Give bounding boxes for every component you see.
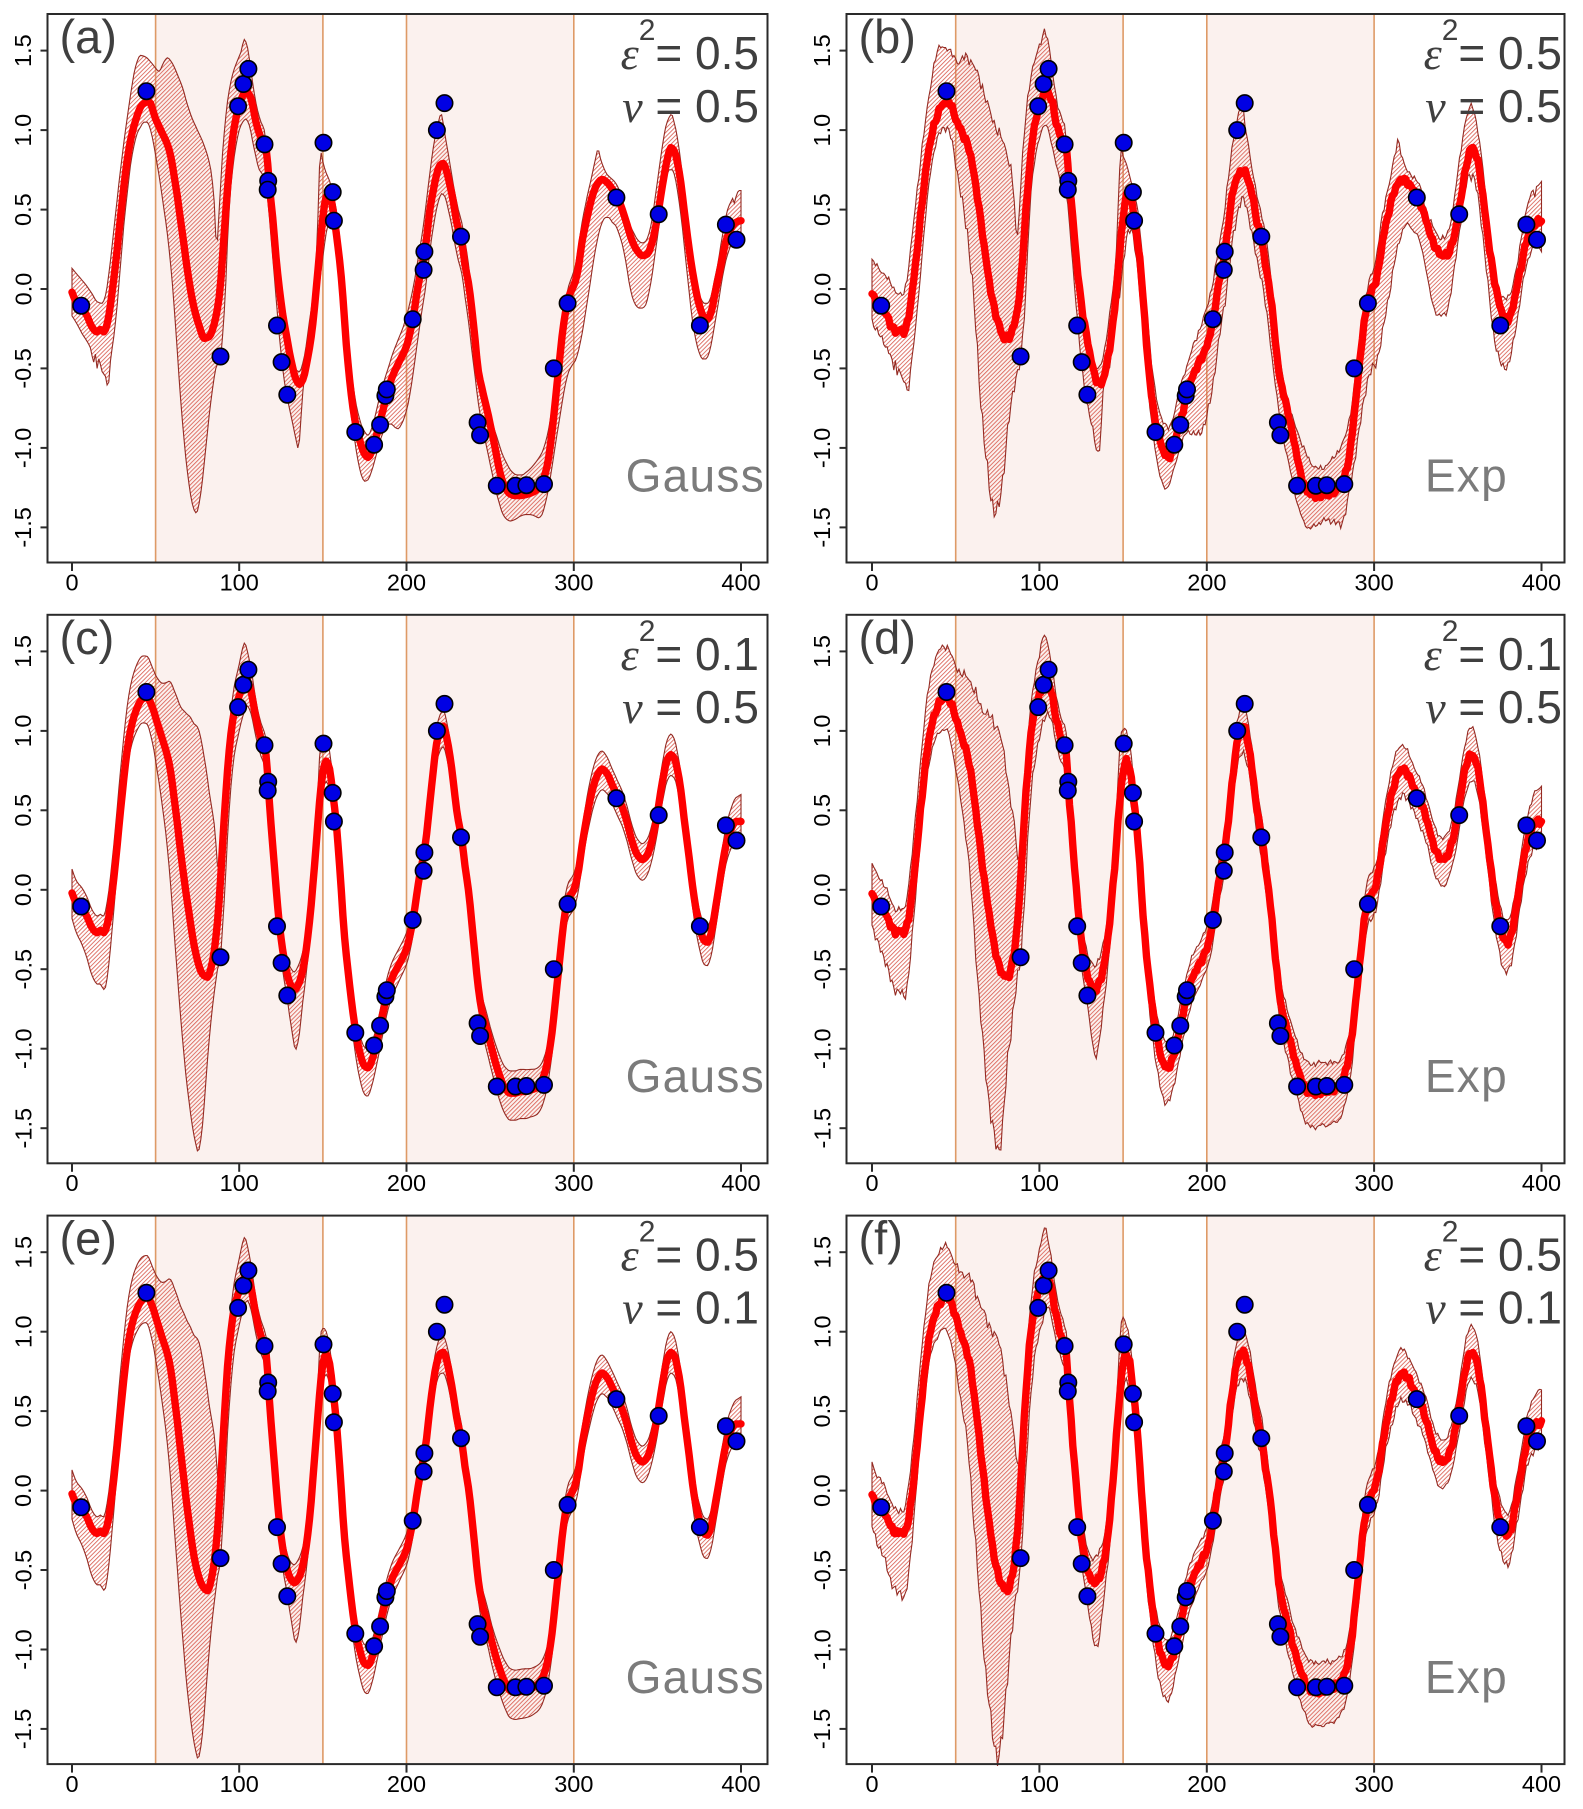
svg-text:300: 300 <box>554 1771 593 1797</box>
svg-text:Exp: Exp <box>1425 1050 1508 1102</box>
svg-text:1.0: 1.0 <box>10 1315 36 1348</box>
svg-text:1.0: 1.0 <box>809 114 835 147</box>
svg-text:Gauss: Gauss <box>626 1050 765 1102</box>
svg-text:-1.5: -1.5 <box>809 1709 835 1750</box>
svg-text:0.0: 0.0 <box>10 273 36 306</box>
svg-text:0.0: 0.0 <box>809 273 835 306</box>
svg-text:ν = 0.1: ν = 0.1 <box>622 1282 759 1334</box>
svg-text:-0.5: -0.5 <box>809 949 835 990</box>
svg-text:0: 0 <box>865 569 878 595</box>
svg-text:ε2= 0.5: ε2= 0.5 <box>1424 1216 1562 1281</box>
svg-text:0.5: 0.5 <box>809 1395 835 1428</box>
svg-text:Exp: Exp <box>1425 1651 1508 1703</box>
svg-text:-0.5: -0.5 <box>10 348 36 389</box>
svg-text:200: 200 <box>1187 1771 1226 1797</box>
svg-text:0.5: 0.5 <box>10 1395 36 1428</box>
svg-text:0.0: 0.0 <box>809 873 835 906</box>
svg-text:ε2= 0.1: ε2= 0.1 <box>1424 615 1562 680</box>
svg-text:100: 100 <box>1020 1771 1059 1797</box>
svg-text:ν = 0.5: ν = 0.5 <box>1425 681 1562 733</box>
svg-text:1.0: 1.0 <box>10 715 36 748</box>
svg-text:1.5: 1.5 <box>809 1236 835 1269</box>
svg-text:-1.5: -1.5 <box>10 1108 36 1149</box>
svg-text:-0.5: -0.5 <box>10 1550 36 1591</box>
svg-text:300: 300 <box>1354 1771 1393 1797</box>
svg-text:400: 400 <box>1522 569 1561 595</box>
svg-text:400: 400 <box>1522 1170 1561 1196</box>
svg-text:ν = 0.5: ν = 0.5 <box>622 681 759 733</box>
svg-text:-0.5: -0.5 <box>10 949 36 990</box>
svg-text:300: 300 <box>554 1170 593 1196</box>
svg-text:Gauss: Gauss <box>626 1651 765 1703</box>
svg-text:Gauss: Gauss <box>626 449 765 501</box>
svg-text:400: 400 <box>721 1170 760 1196</box>
svg-text:1.5: 1.5 <box>10 1236 36 1269</box>
svg-text:100: 100 <box>1020 1170 1059 1196</box>
svg-text:0: 0 <box>65 1170 78 1196</box>
svg-text:200: 200 <box>387 1771 426 1797</box>
svg-text:0: 0 <box>865 1771 878 1797</box>
svg-text:-1.0: -1.0 <box>809 1028 835 1069</box>
svg-text:100: 100 <box>220 1771 259 1797</box>
svg-text:0: 0 <box>65 569 78 595</box>
svg-text:-1.0: -1.0 <box>809 428 835 469</box>
svg-text:400: 400 <box>721 569 760 595</box>
svg-text:200: 200 <box>1187 569 1226 595</box>
svg-text:0.0: 0.0 <box>10 1474 36 1507</box>
svg-text:-0.5: -0.5 <box>809 1550 835 1591</box>
svg-text:0.5: 0.5 <box>809 794 835 827</box>
svg-text:(c): (c) <box>60 611 115 664</box>
svg-text:1.5: 1.5 <box>809 34 835 67</box>
svg-text:-1.0: -1.0 <box>10 1629 36 1670</box>
svg-text:1.0: 1.0 <box>809 1315 835 1348</box>
svg-text:-1.5: -1.5 <box>10 1709 36 1750</box>
svg-text:0.5: 0.5 <box>10 193 36 226</box>
svg-text:200: 200 <box>387 1170 426 1196</box>
svg-text:ν = 0.5: ν = 0.5 <box>622 80 759 132</box>
svg-text:ε2= 0.1: ε2= 0.1 <box>621 615 759 680</box>
svg-text:0.5: 0.5 <box>809 193 835 226</box>
svg-text:400: 400 <box>1522 1771 1561 1797</box>
svg-text:-1.5: -1.5 <box>809 507 835 548</box>
svg-text:1.5: 1.5 <box>809 635 835 668</box>
svg-text:(f): (f) <box>859 1212 903 1265</box>
svg-text:(d): (d) <box>859 611 916 664</box>
svg-text:(a): (a) <box>60 10 117 63</box>
svg-text:100: 100 <box>220 569 259 595</box>
svg-text:-1.0: -1.0 <box>10 428 36 469</box>
svg-text:1.5: 1.5 <box>10 34 36 67</box>
svg-text:1.5: 1.5 <box>10 635 36 668</box>
svg-text:200: 200 <box>1187 1170 1226 1196</box>
svg-text:100: 100 <box>220 1170 259 1196</box>
svg-text:ε2= 0.5: ε2= 0.5 <box>1424 14 1562 79</box>
svg-text:-1.0: -1.0 <box>809 1629 835 1670</box>
svg-text:(e): (e) <box>60 1212 117 1265</box>
svg-text:ε2= 0.5: ε2= 0.5 <box>621 1216 759 1281</box>
svg-text:ν = 0.1: ν = 0.1 <box>1425 1282 1562 1334</box>
svg-text:300: 300 <box>1354 1170 1393 1196</box>
svg-text:(b): (b) <box>859 10 916 63</box>
svg-text:ε2= 0.5: ε2= 0.5 <box>621 14 759 79</box>
svg-text:0.0: 0.0 <box>809 1474 835 1507</box>
svg-text:300: 300 <box>1354 569 1393 595</box>
svg-text:100: 100 <box>1020 569 1059 595</box>
svg-text:0: 0 <box>865 1170 878 1196</box>
svg-text:-1.5: -1.5 <box>10 507 36 548</box>
svg-text:1.0: 1.0 <box>809 715 835 748</box>
svg-text:-1.0: -1.0 <box>10 1028 36 1069</box>
svg-text:0.5: 0.5 <box>10 794 36 827</box>
svg-text:ν = 0.5: ν = 0.5 <box>1425 80 1562 132</box>
svg-text:0: 0 <box>65 1771 78 1797</box>
svg-text:0.0: 0.0 <box>10 873 36 906</box>
svg-text:Exp: Exp <box>1425 449 1508 501</box>
svg-text:400: 400 <box>721 1771 760 1797</box>
svg-text:200: 200 <box>387 569 426 595</box>
svg-text:1.0: 1.0 <box>10 114 36 147</box>
svg-text:-0.5: -0.5 <box>809 348 835 389</box>
svg-text:-1.5: -1.5 <box>809 1108 835 1149</box>
svg-text:300: 300 <box>554 569 593 595</box>
